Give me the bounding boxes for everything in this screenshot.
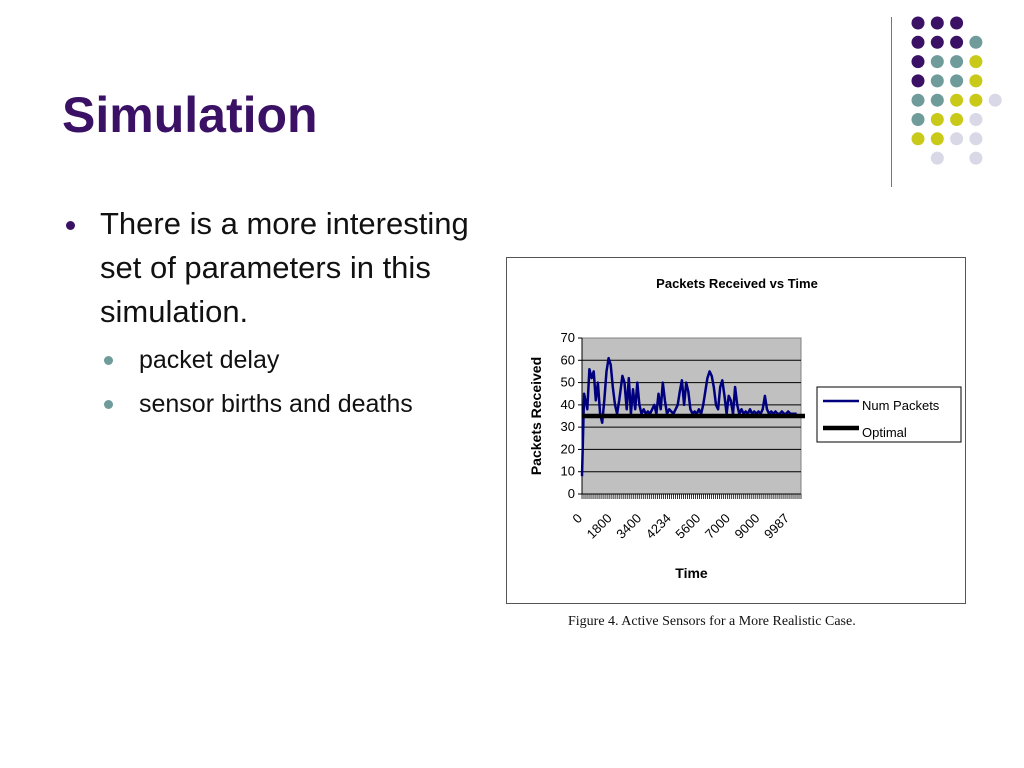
decorative-dot-icon — [950, 93, 964, 107]
decorative-dot-icon — [969, 35, 983, 49]
title-divider-line — [891, 17, 892, 187]
decorative-dot-icon — [930, 74, 944, 88]
decorative-dot-icon — [969, 55, 983, 69]
bullet-item: There is a more interesting set of param… — [62, 202, 492, 334]
y-axis-label: Packets Received — [528, 357, 544, 475]
decorative-dot-icon — [969, 93, 983, 107]
decorative-dot-icon — [930, 113, 944, 126]
x-tick-label: 0 — [569, 511, 585, 527]
y-tick-label: 0 — [568, 486, 575, 501]
x-tick-label: 4234 — [643, 511, 674, 542]
x-tick-label: 9987 — [761, 511, 792, 542]
x-tick-label: 3400 — [613, 511, 644, 542]
line-chart: Packets Received vs Time0102030405060700… — [528, 276, 962, 581]
decorative-dot-icon — [911, 132, 925, 146]
decorative-dot-icon — [988, 93, 1002, 107]
x-tick-label: 5600 — [672, 511, 703, 542]
sub-bullet-dot-icon — [104, 356, 113, 365]
y-tick-label: 10 — [561, 464, 575, 479]
y-tick-label: 50 — [561, 375, 575, 390]
decorative-dot-icon — [911, 74, 925, 88]
decorative-dot-icon — [930, 16, 944, 30]
figure-caption: Figure 4. Active Sensors for a More Real… — [568, 614, 856, 629]
y-tick-label: 70 — [561, 330, 575, 345]
decorative-dot-icon — [950, 132, 964, 146]
decorative-dot-icon — [950, 113, 964, 126]
sub-bullet-dot-icon — [104, 400, 113, 409]
chart-title: Packets Received vs Time — [656, 276, 818, 291]
bullet-text: There is a more interesting set of param… — [100, 206, 469, 329]
legend-label-optimal: Optimal — [862, 425, 907, 440]
decorative-dot-icon — [950, 74, 964, 88]
decorative-dot-icon — [911, 35, 925, 49]
sub-bullet-item: packet delay — [62, 338, 492, 382]
decorative-dot-icon — [930, 35, 944, 49]
decorative-dot-icon — [930, 55, 944, 69]
series-line-num-packets — [580, 356, 797, 477]
decorative-dot-icon — [911, 55, 925, 69]
legend-label-num-packets: Num Packets — [862, 398, 940, 413]
sub-bullet-text: sensor births and deaths — [139, 390, 413, 418]
decorative-dot-icon — [911, 93, 925, 107]
decorative-dot-icon — [969, 132, 983, 146]
chart-legend: Num Packets Optimal — [816, 386, 962, 443]
decorative-dot-icon — [950, 16, 964, 30]
decorative-dot-icon — [930, 151, 944, 165]
x-tick-label: 9000 — [731, 511, 762, 542]
bullet-list: There is a more interesting set of param… — [62, 202, 492, 426]
decorative-dot-icon — [930, 93, 944, 107]
x-axis-label: Time — [675, 565, 708, 581]
decorative-dot-icon — [950, 35, 964, 49]
bullet-dot-icon — [66, 221, 75, 230]
decorative-dot-icon — [969, 113, 983, 126]
decorative-dot-icon — [911, 16, 925, 30]
y-tick-label: 40 — [561, 397, 575, 412]
decorative-dot-icon — [969, 74, 983, 88]
x-tick-label: 7000 — [702, 511, 733, 542]
legend-box — [816, 386, 962, 443]
decorative-dot-icon — [930, 132, 944, 146]
y-tick-label: 30 — [561, 419, 575, 434]
sub-bullet-item: sensor births and deaths — [62, 382, 492, 426]
decorative-dot-icon — [950, 55, 964, 69]
decorative-dot-icon — [911, 113, 925, 126]
decorative-dot-icon — [969, 151, 983, 165]
x-tick-label: 1800 — [584, 511, 615, 542]
sub-bullet-text: packet delay — [139, 346, 280, 374]
y-tick-label: 60 — [561, 352, 575, 367]
y-tick-label: 20 — [561, 441, 575, 456]
sub-bullet-list: packet delay sensor births and deaths — [62, 338, 492, 426]
slide-title: Simulation — [62, 87, 318, 143]
chart-figure: Packets Received vs Time 0 10 20 30 40 50 60 70 0… — [506, 257, 966, 604]
